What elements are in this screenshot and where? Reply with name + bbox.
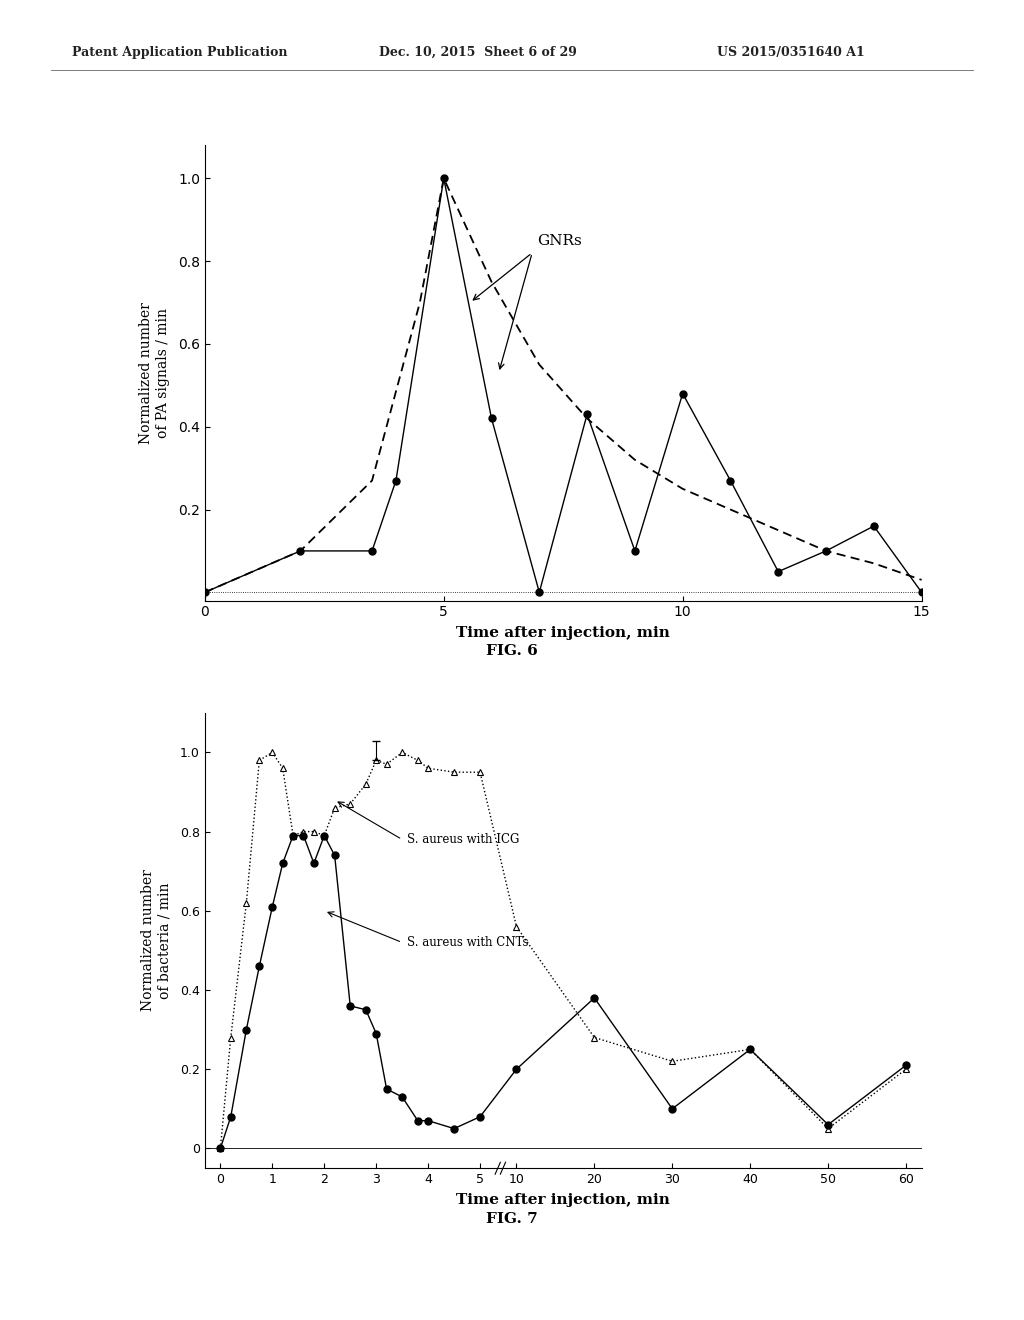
Text: US 2015/0351640 A1: US 2015/0351640 A1 bbox=[717, 46, 864, 59]
X-axis label: Time after injection, min: Time after injection, min bbox=[457, 627, 670, 640]
Text: S. aureus with CNTs: S. aureus with CNTs bbox=[408, 936, 528, 949]
Text: Dec. 10, 2015  Sheet 6 of 29: Dec. 10, 2015 Sheet 6 of 29 bbox=[379, 46, 577, 59]
Text: FIG. 6: FIG. 6 bbox=[486, 644, 538, 659]
Y-axis label: Normalized number
of bacteria / min: Normalized number of bacteria / min bbox=[141, 870, 172, 1011]
Text: FIG. 7: FIG. 7 bbox=[486, 1212, 538, 1226]
Text: Patent Application Publication: Patent Application Publication bbox=[72, 46, 287, 59]
Y-axis label: Normalized number
of PA signals / min: Normalized number of PA signals / min bbox=[139, 302, 170, 444]
Text: S. aureus with ICG: S. aureus with ICG bbox=[408, 833, 520, 846]
Text: GNRs: GNRs bbox=[537, 234, 582, 248]
X-axis label: Time after injection, min: Time after injection, min bbox=[457, 1193, 670, 1206]
